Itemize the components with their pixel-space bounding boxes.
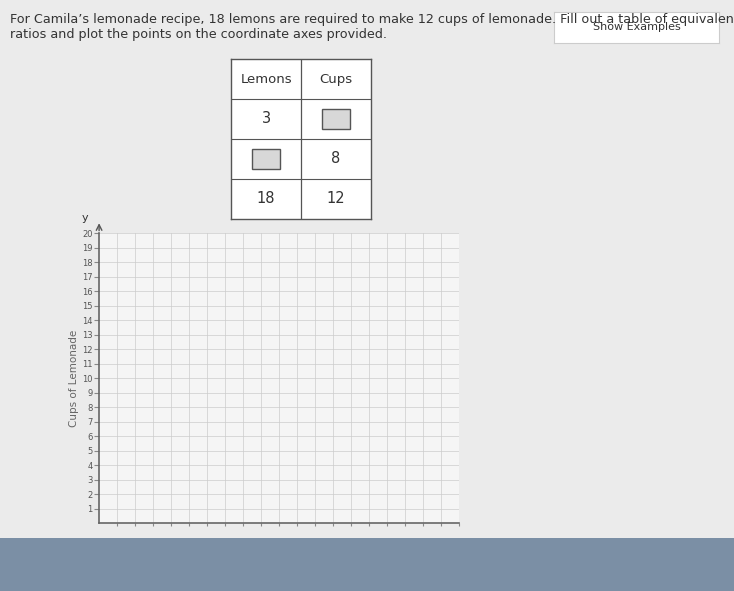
Text: 18: 18 (257, 191, 275, 206)
Text: y: y (81, 213, 88, 223)
FancyBboxPatch shape (322, 109, 350, 129)
Y-axis label: Cups of Lemonade: Cups of Lemonade (70, 330, 79, 427)
Text: Cups: Cups (319, 73, 352, 86)
Text: Show Examples: Show Examples (593, 22, 680, 32)
Text: 3: 3 (261, 112, 271, 126)
Text: ratios and plot the points on the coordinate axes provided.: ratios and plot the points on the coordi… (10, 28, 388, 41)
Text: 8: 8 (331, 151, 341, 166)
Text: For Camila’s lemonade recipe, 18 lemons are required to make 12 cups of lemonade: For Camila’s lemonade recipe, 18 lemons … (10, 13, 734, 26)
FancyBboxPatch shape (252, 149, 280, 169)
Text: Lemons: Lemons (240, 73, 292, 86)
Text: 12: 12 (327, 191, 345, 206)
